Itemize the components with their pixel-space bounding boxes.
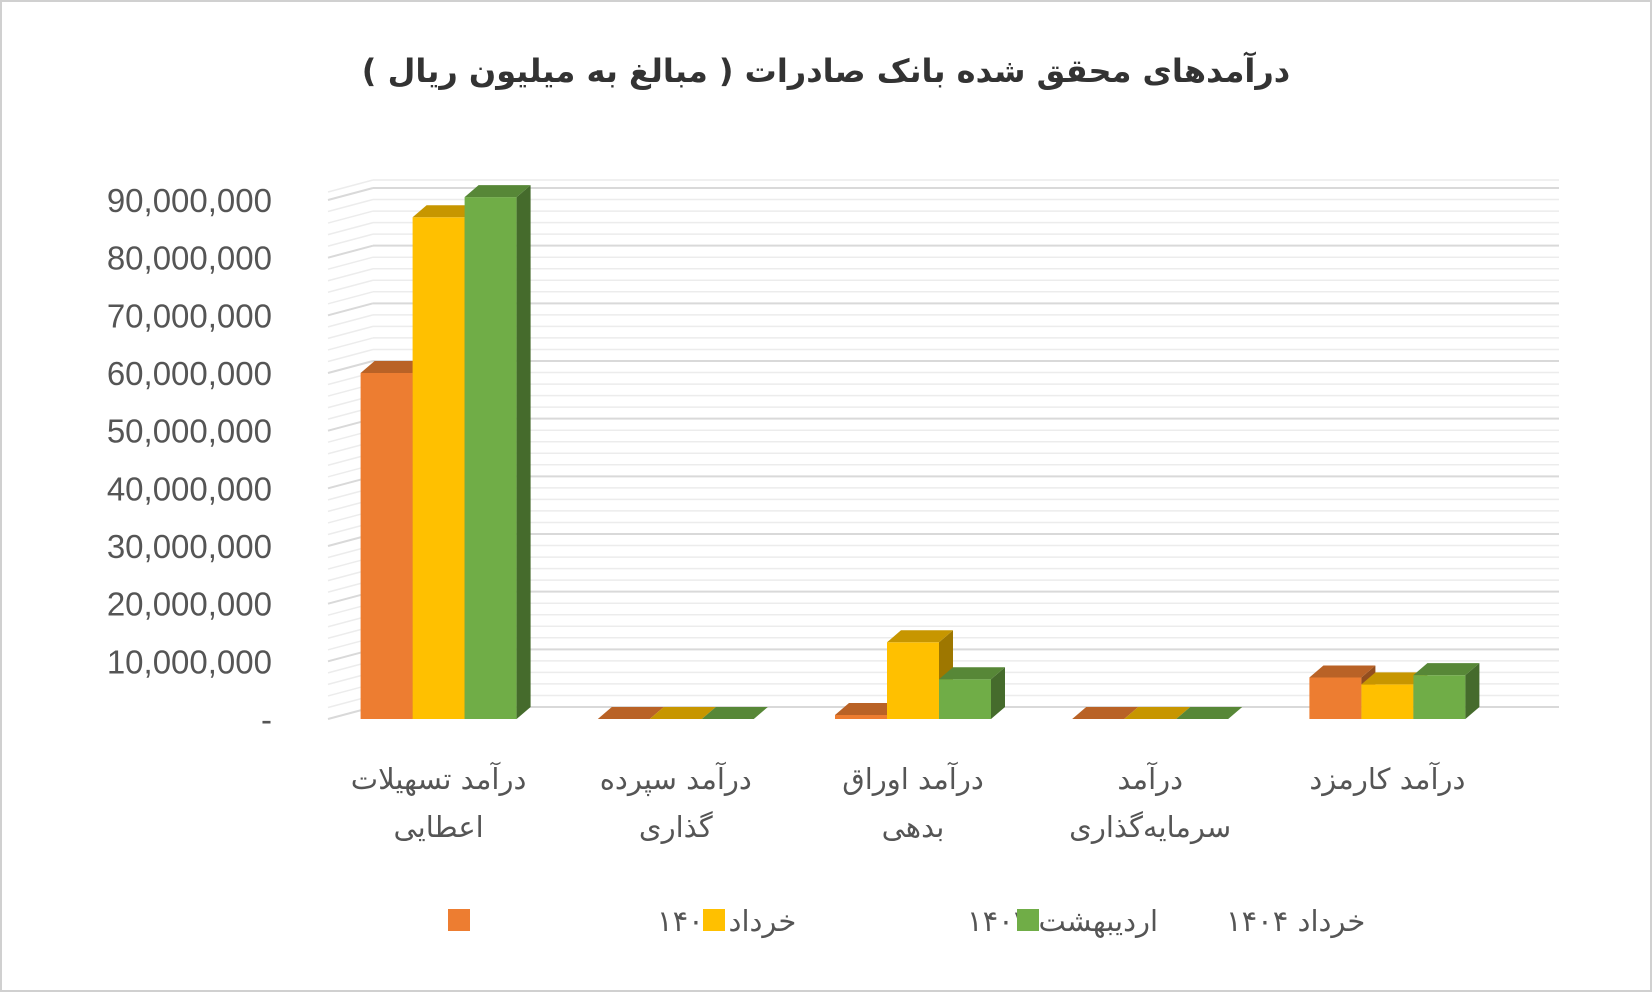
y-tick-label: 30,000,000: [107, 528, 272, 565]
y-tick-label: -: [261, 701, 272, 738]
gridline-diagonal: [327, 314, 374, 328]
bar-front: [1413, 675, 1466, 719]
gridline-diagonal: [327, 221, 374, 236]
bar-top: [1413, 663, 1480, 676]
bar: [464, 185, 531, 719]
y-tick-label: 80,000,000: [107, 240, 272, 277]
legend-swatch: [703, 909, 725, 931]
x-category-label: بدهی: [882, 810, 945, 844]
bar: [597, 707, 664, 719]
bar: [649, 707, 716, 719]
legend-label: خرداد ۱۴۰۳: [657, 904, 796, 938]
bars: [360, 185, 1480, 720]
legend-swatch: [448, 909, 470, 931]
bar-top: [1176, 707, 1243, 719]
x-category-label: درآمد اوراق: [842, 761, 984, 796]
legend-item: اردیبهشت ۱۴۰۴: [703, 904, 1158, 938]
gridline-diagonal: [327, 291, 374, 305]
bar-top: [649, 707, 716, 719]
bar: [1176, 707, 1243, 719]
x-category-label: سرمایه‌گذاری: [1069, 810, 1231, 844]
bar-top: [887, 630, 953, 643]
bar-top: [360, 361, 427, 373]
gridline-diagonal: [327, 187, 374, 201]
bar-top: [1124, 707, 1191, 719]
gridline-diagonal: [327, 360, 374, 374]
x-axis-labels: درآمد تسهیلات اعطایی درآمد سپرده گذاری درآمد…: [351, 761, 1466, 844]
gridline-diagonal: [327, 256, 374, 270]
bar-front: [887, 642, 939, 719]
y-tick-label: 70,000,000: [107, 297, 272, 334]
bar: [1072, 707, 1139, 719]
bar-front: [464, 197, 517, 719]
x-category-label: گذاری: [639, 810, 713, 844]
y-tick-label: 60,000,000: [107, 355, 272, 392]
y-tick-label: 10,000,000: [107, 643, 272, 680]
y-tick-label: 40,000,000: [107, 470, 272, 507]
bar-top: [701, 707, 768, 719]
gridline-diagonal: [327, 302, 374, 317]
legend-item: خرداد ۱۴۰۳: [448, 904, 796, 938]
bar-side: [516, 185, 531, 719]
bar-top: [835, 702, 901, 715]
bar-side: [1465, 663, 1480, 719]
bar-front: [1309, 677, 1362, 719]
gridline-diagonal: [327, 325, 374, 340]
legend-label: خرداد ۱۴۰۴: [1226, 904, 1365, 938]
legend-label: اردیبهشت ۱۴۰۴: [967, 904, 1158, 938]
y-tick-label: 20,000,000: [107, 586, 272, 623]
gridline-diagonal: [327, 279, 374, 293]
gridline-diagonal: [327, 348, 374, 363]
bar: [1124, 707, 1191, 719]
legend-item: خرداد ۱۴۰۴: [1017, 904, 1365, 938]
gridline-diagonal: [327, 268, 374, 282]
gridline-diagonal: [327, 337, 374, 351]
bar-top: [412, 205, 479, 218]
bar-front: [835, 714, 887, 719]
bar-top: [597, 707, 664, 719]
x-category-label: درآمد کارمزد: [1309, 761, 1465, 796]
bar-top: [1309, 665, 1376, 678]
x-category-label: اعطایی: [393, 810, 483, 844]
y-tick-label: 90,000,000: [107, 182, 272, 219]
bar-front: [1361, 684, 1414, 719]
gridline-diagonal: [327, 244, 374, 259]
bar-side: [991, 667, 1005, 719]
bar-top: [1072, 707, 1139, 719]
bar-front: [412, 217, 465, 720]
legend: خرداد ۱۴۰۳ اردیبهشت ۱۴۰۴ خرداد ۱۴۰۴: [448, 904, 1365, 938]
bar: [1413, 663, 1480, 719]
gridline-diagonal: [327, 198, 374, 213]
gridline-diagonal: [327, 233, 374, 247]
y-tick-label: 50,000,000: [107, 413, 272, 450]
bar-front: [360, 373, 413, 719]
x-category-label: درآمد تسهیلات: [351, 761, 527, 796]
y-axis-ticks: - 10,000,000 20,000,000 30,000,000 40,000,00…: [107, 182, 272, 738]
bar: [939, 667, 1005, 719]
bar-top: [1361, 672, 1428, 685]
bar-front: [939, 679, 991, 719]
legend-swatch: [1017, 909, 1039, 931]
bar-top: [464, 185, 531, 198]
bar: [701, 707, 768, 719]
chart-title: درآمدهای محقق شده بانک صادرات ( مبالغ به…: [362, 51, 1290, 90]
gridline-diagonal: [327, 210, 374, 224]
bar-top: [939, 667, 1005, 680]
gridline-diagonal: [327, 179, 374, 193]
x-category-label: درآمد سپرده: [600, 761, 752, 797]
x-category-label: درآمد: [1117, 761, 1183, 796]
